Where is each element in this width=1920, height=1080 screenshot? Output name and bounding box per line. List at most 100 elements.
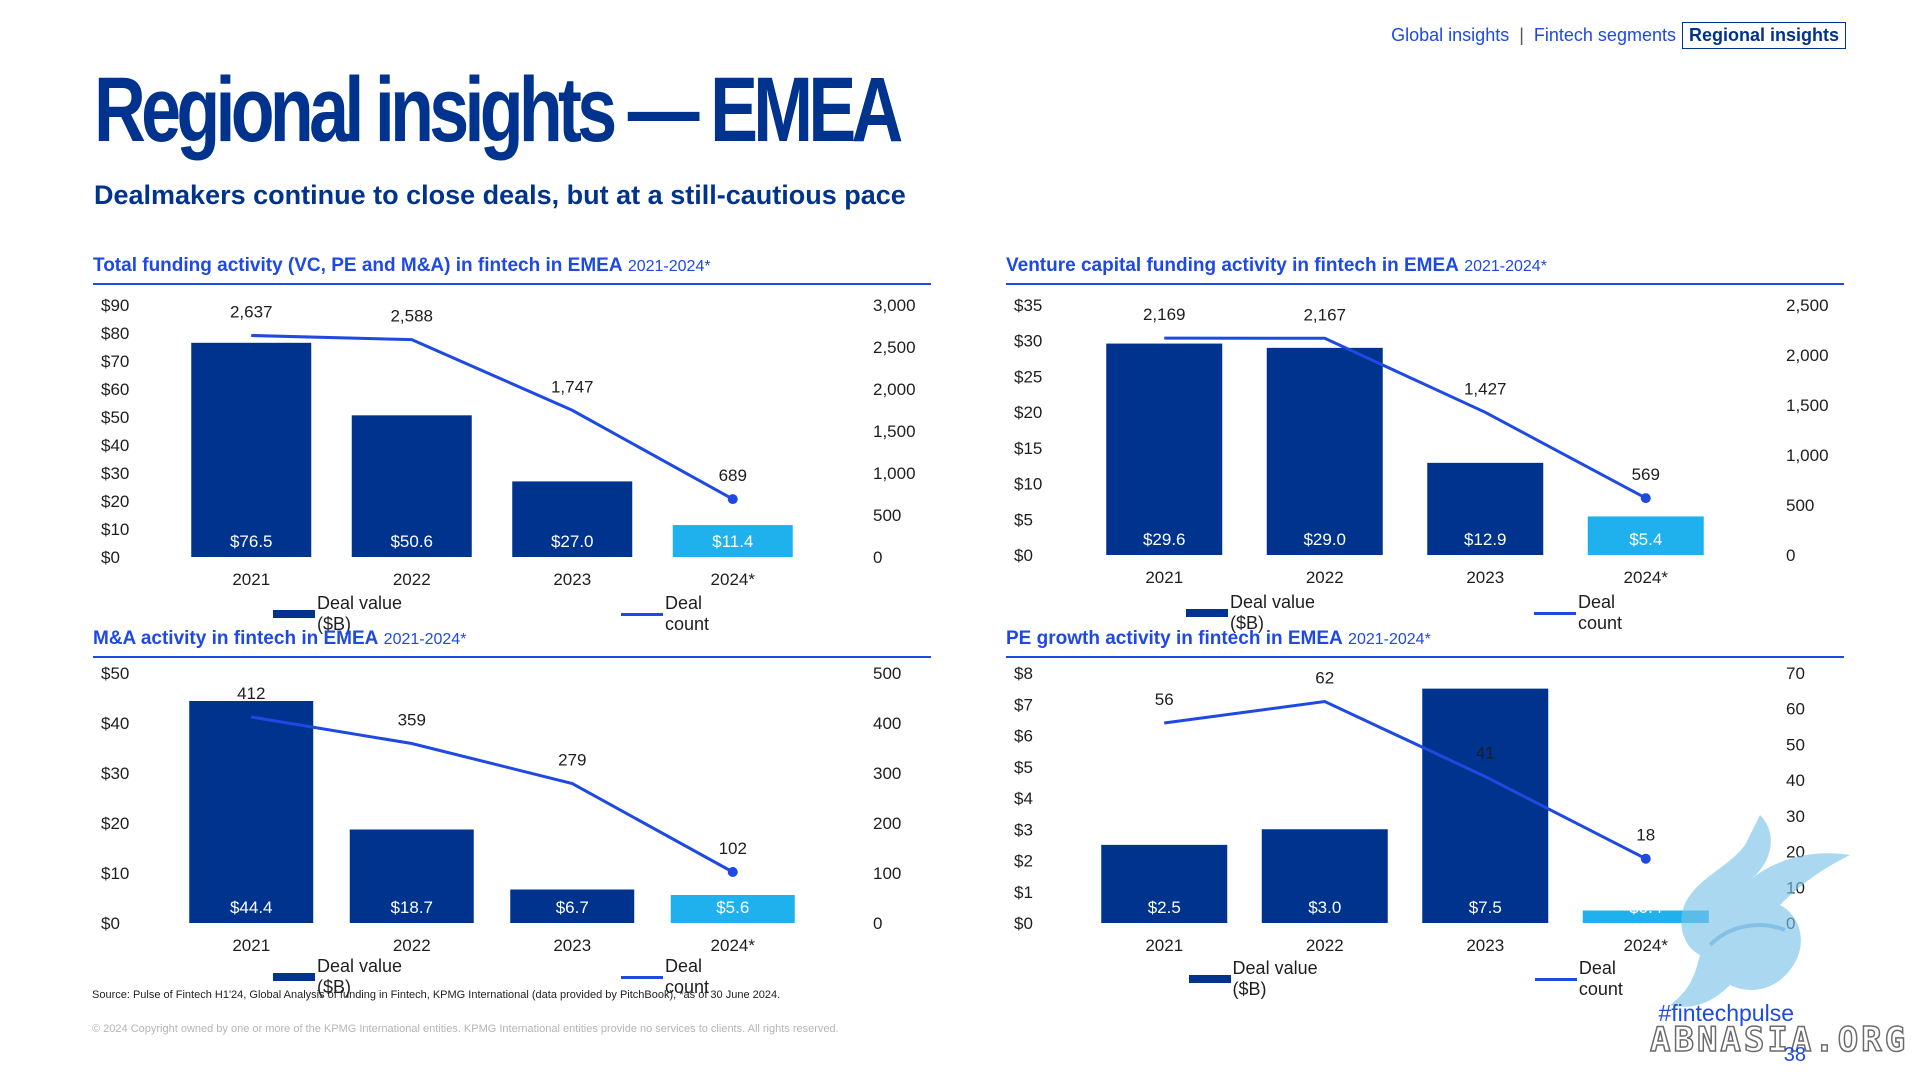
deal-count-label: 2,637 xyxy=(230,302,273,321)
chart-title-rule xyxy=(1006,656,1844,658)
chart-panel-venture-capital: Venture capital funding activity in fint… xyxy=(1006,255,1844,633)
legend-line-label: Deal count xyxy=(1577,592,1623,633)
category-label: 2022 xyxy=(1306,936,1344,955)
bar xyxy=(512,481,633,557)
legend-bar-swatch xyxy=(1186,609,1228,617)
legend-line: Deal count xyxy=(1533,592,1664,634)
left-axis-tick: $15 xyxy=(1014,439,1042,458)
bar xyxy=(1582,910,1709,923)
section-nav: Global insights | Fintech segments Regio… xyxy=(1385,22,1846,49)
left-axis-tick: $70 xyxy=(101,352,129,371)
bar-value-label: $29.0 xyxy=(1303,530,1346,549)
chart-period: 2021-2024* xyxy=(627,258,711,275)
right-axis-tick: 1,500 xyxy=(1786,396,1829,415)
legend-bar-label: Deal value ($B) xyxy=(316,956,403,997)
category-label: 2024* xyxy=(711,570,756,589)
left-axis-tick: $0 xyxy=(1014,914,1033,933)
chart-panel-pe-growth: PE growth activity in fintech in EMEA 20… xyxy=(1006,628,1844,999)
nav-global-insights[interactable]: Global insights xyxy=(1391,25,1510,45)
bar xyxy=(1101,844,1228,923)
right-axis-tick: 2,500 xyxy=(873,338,916,357)
chart-title-text: Venture capital funding activity in fint… xyxy=(1006,255,1459,276)
right-axis-tick: 1,500 xyxy=(873,422,916,441)
left-axis-tick: $30 xyxy=(1014,332,1042,351)
legend-line-swatch xyxy=(1535,977,1577,981)
left-axis-tick: $40 xyxy=(101,436,129,455)
legend-line: Deal count xyxy=(620,956,751,998)
legend-bar: Deal value ($B) xyxy=(273,956,441,998)
category-label: 2021 xyxy=(232,570,270,589)
deal-count-label: 56 xyxy=(1155,690,1174,709)
bar-value-label: $76.5 xyxy=(230,532,273,551)
left-axis-tick: $8 xyxy=(1014,664,1033,683)
bar xyxy=(672,525,793,557)
left-axis-tick: $10 xyxy=(101,520,129,539)
category-label: 2021 xyxy=(1145,568,1183,587)
legend-bar-swatch xyxy=(1189,975,1231,983)
bar-value-label: $6.7 xyxy=(556,898,589,917)
chart-panel-m-and-a: M&A activity in fintech in EMEA 2021-202… xyxy=(93,628,931,997)
deal-count-point xyxy=(1640,493,1651,504)
bar-value-label: $29.6 xyxy=(1143,530,1186,549)
legend-bar-swatch xyxy=(273,610,315,618)
legend-line-label: Deal count xyxy=(664,956,710,997)
right-axis-tick: 200 xyxy=(873,814,901,833)
left-axis-tick: $2 xyxy=(1014,852,1033,871)
left-axis-tick: $20 xyxy=(101,492,129,511)
bar xyxy=(191,342,312,557)
left-axis-tick: $35 xyxy=(1014,296,1042,315)
nav-separator: | xyxy=(1519,25,1524,45)
bar-value-label: $2.5 xyxy=(1148,898,1181,917)
category-label: 2021 xyxy=(232,936,270,955)
deal-count-label: 1,427 xyxy=(1464,379,1507,398)
page-subtitle: Dealmakers continue to close deals, but … xyxy=(94,180,906,210)
left-axis-tick: $0 xyxy=(1014,546,1033,565)
right-axis-tick: 400 xyxy=(873,714,901,733)
left-axis-tick: $4 xyxy=(1014,789,1033,808)
right-axis-tick: 50 xyxy=(1786,735,1805,754)
left-axis-tick: $25 xyxy=(1014,367,1042,386)
chart-title-text: M&A activity in fintech in EMEA xyxy=(93,628,379,649)
bar-value-label: $5.6 xyxy=(716,898,749,917)
right-axis-tick: 60 xyxy=(1786,700,1805,719)
left-axis-tick: $30 xyxy=(101,464,129,483)
right-axis-tick: 1,000 xyxy=(1786,446,1829,465)
right-axis-tick: 0 xyxy=(873,914,882,933)
legend-line: Deal count xyxy=(620,593,751,635)
bar xyxy=(189,701,314,923)
bar xyxy=(670,895,795,923)
category-label: 2023 xyxy=(1466,568,1504,587)
category-label: 2023 xyxy=(553,570,591,589)
left-axis-tick: $6 xyxy=(1014,727,1033,746)
right-axis-tick: 2,000 xyxy=(873,380,916,399)
category-label: 2022 xyxy=(393,570,431,589)
chart-period: 2021-2024* xyxy=(1464,258,1547,275)
category-label: 2022 xyxy=(393,936,431,955)
right-axis-tick: 300 xyxy=(873,764,901,783)
deal-count-line xyxy=(251,715,734,874)
right-axis-tick: 500 xyxy=(1786,496,1814,515)
chart-title: Venture capital funding activity in fint… xyxy=(1006,255,1547,277)
watermark-text: ABNASIA.ORG xyxy=(1649,1019,1909,1061)
chart-svg: $0 $10 $20 $30 $40 $50 $60 $70 $80 $90 0 500 1,000 1,… xyxy=(101,296,916,589)
nav-regional-insights[interactable]: Regional insights xyxy=(1681,22,1846,49)
left-axis-tick: $50 xyxy=(101,664,129,683)
legend-bar: Deal value ($B) xyxy=(1189,958,1355,1000)
bar-value-label: $7.5 xyxy=(1469,898,1502,917)
bar-value-label: $3.0 xyxy=(1308,898,1341,917)
page-number: 38 xyxy=(1783,1044,1806,1066)
legend-bar-swatch xyxy=(273,973,315,981)
left-axis-tick: $20 xyxy=(101,814,129,833)
bar xyxy=(1587,516,1704,555)
hashtag: #fintechpulse xyxy=(1658,1000,1794,1026)
chart-legend: Deal value ($B) Deal count xyxy=(1186,592,1844,634)
nav-fintech-segments[interactable]: Fintech segments xyxy=(1533,25,1676,45)
chart-title-text: Total funding activity (VC, PE and M&A) … xyxy=(93,255,623,276)
left-axis-tick: $0 xyxy=(101,914,120,933)
copyright-note: © 2024 Copyright owned by one or more of… xyxy=(92,1023,839,1035)
chart-title: PE growth activity in fintech in EMEA 20… xyxy=(1006,628,1431,650)
bar-value-label: $18.7 xyxy=(390,898,433,917)
legend-bar-label: Deal value ($B) xyxy=(1229,592,1316,633)
bar-value-label: $50.6 xyxy=(390,532,433,551)
chart-legend: Deal value ($B) Deal count xyxy=(1189,958,1844,1000)
